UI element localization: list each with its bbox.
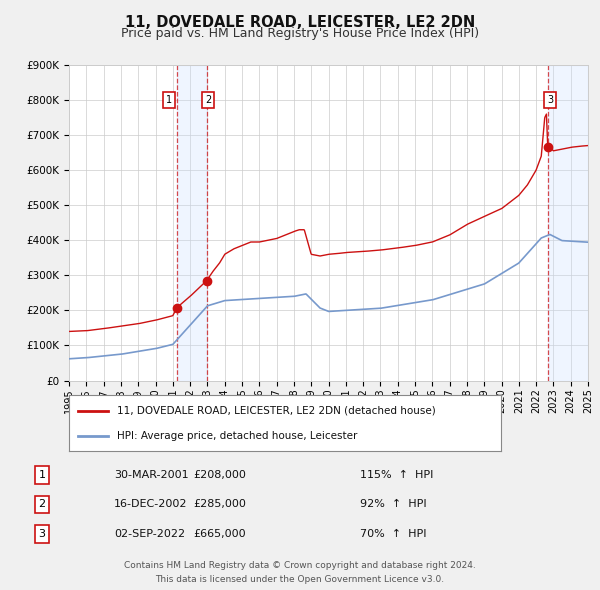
- Bar: [548, 65, 588, 381]
- Text: Contains HM Land Registry data © Crown copyright and database right 2024.: Contains HM Land Registry data © Crown c…: [124, 560, 476, 570]
- Text: 3: 3: [547, 95, 553, 105]
- Text: 16-DEC-2002: 16-DEC-2002: [114, 500, 187, 509]
- Text: 1: 1: [166, 95, 172, 105]
- Text: 70%  ↑  HPI: 70% ↑ HPI: [360, 529, 427, 539]
- Text: Price paid vs. HM Land Registry's House Price Index (HPI): Price paid vs. HM Land Registry's House …: [121, 27, 479, 40]
- Text: HPI: Average price, detached house, Leicester: HPI: Average price, detached house, Leic…: [116, 431, 357, 441]
- Text: 1: 1: [38, 470, 46, 480]
- Text: £665,000: £665,000: [193, 529, 246, 539]
- Text: 115%  ↑  HPI: 115% ↑ HPI: [360, 470, 433, 480]
- Bar: [177, 65, 207, 381]
- Text: 2: 2: [205, 95, 212, 105]
- Text: 11, DOVEDALE ROAD, LEICESTER, LE2 2DN: 11, DOVEDALE ROAD, LEICESTER, LE2 2DN: [125, 15, 475, 30]
- Text: 11, DOVEDALE ROAD, LEICESTER, LE2 2DN (detached house): 11, DOVEDALE ROAD, LEICESTER, LE2 2DN (d…: [116, 406, 435, 416]
- Text: 3: 3: [38, 529, 46, 539]
- Text: 2: 2: [38, 500, 46, 509]
- Text: £208,000: £208,000: [193, 470, 246, 480]
- Text: 02-SEP-2022: 02-SEP-2022: [114, 529, 185, 539]
- Text: 30-MAR-2001: 30-MAR-2001: [114, 470, 188, 480]
- Text: £285,000: £285,000: [193, 500, 246, 509]
- Text: This data is licensed under the Open Government Licence v3.0.: This data is licensed under the Open Gov…: [155, 575, 445, 584]
- Text: 92%  ↑  HPI: 92% ↑ HPI: [360, 500, 427, 509]
